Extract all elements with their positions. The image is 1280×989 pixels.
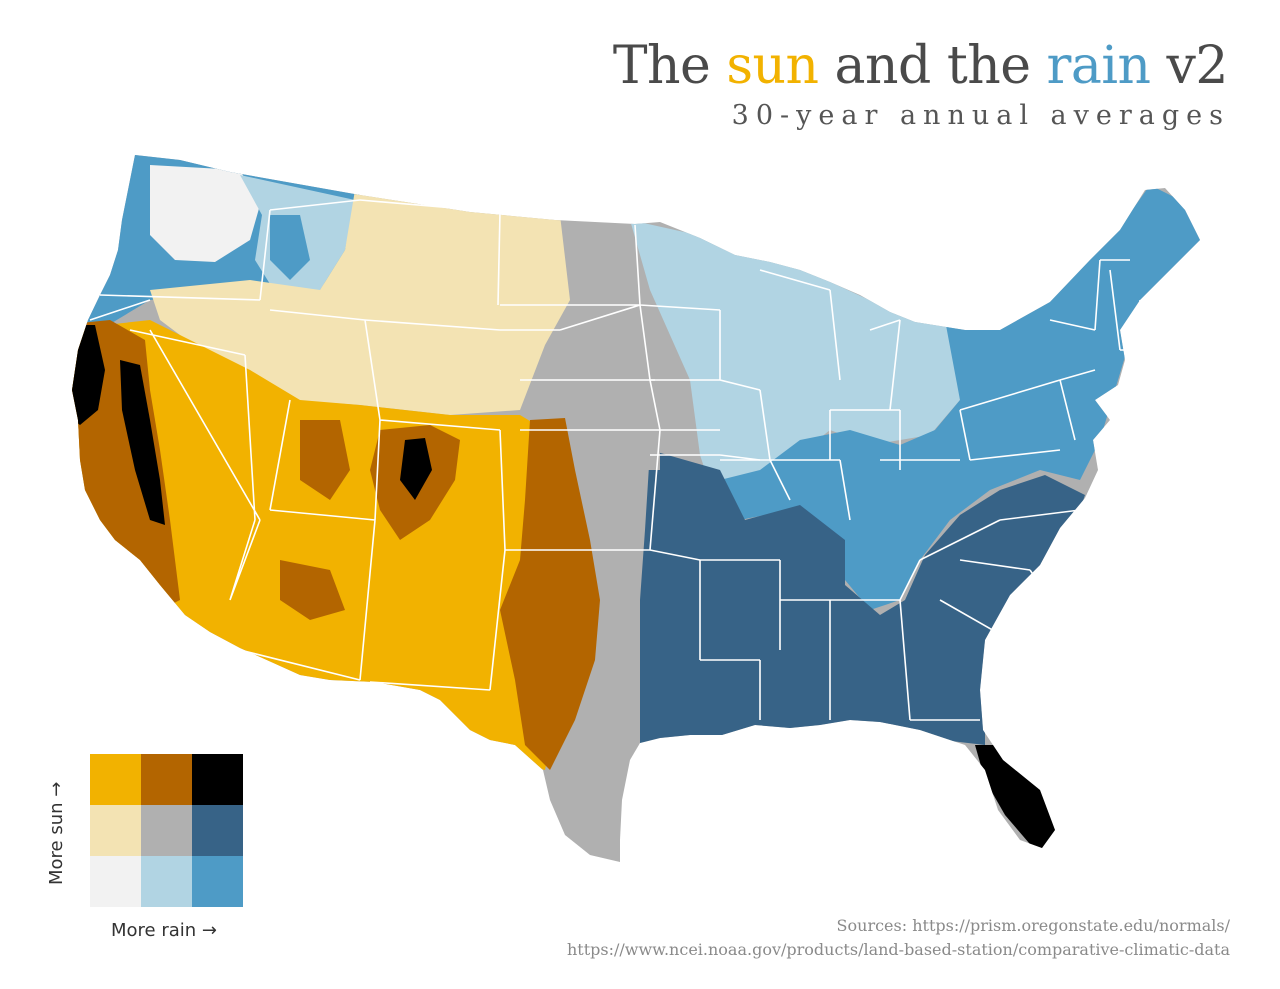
sources-line-1: Sources: https://prism.oregonstate.edu/n… — [836, 916, 1230, 935]
legend-cell-sun-3-rain-2 — [141, 754, 192, 805]
region-rockies-peaks — [400, 438, 432, 500]
title-part-1: The — [612, 36, 727, 96]
legend-cell-sun-2-rain-3 — [192, 805, 243, 856]
map-subtitle: 30-year annual averages — [731, 100, 1230, 131]
legend-y-axis-label: More sun → — [46, 781, 67, 885]
region-inland-northwest — [150, 165, 260, 262]
region-northern-plains — [150, 190, 570, 415]
region-arizona-highlands — [280, 560, 345, 620]
region-sierra-nevada — [120, 360, 165, 525]
region-mountain-wet — [270, 215, 310, 280]
region-utah-highlands — [300, 420, 350, 500]
region-northeast — [720, 185, 1200, 610]
title-rain-word: rain — [1046, 36, 1151, 96]
legend-cell-sun-3-rain-3 — [192, 754, 243, 805]
sources-note: Sources: https://prism.oregonstate.edu/n… — [567, 914, 1230, 962]
map-title: The sun and the rain v2 — [612, 36, 1229, 96]
legend-cell-sun-2-rain-2 — [141, 805, 192, 856]
bivariate-legend — [90, 754, 243, 907]
region-northern-california-coast — [72, 325, 105, 425]
state-borders — [89, 199, 1141, 721]
legend-cell-sun-2-rain-1 — [90, 805, 141, 856]
legend-x-axis-label: More rain → — [111, 920, 217, 941]
region-southern-plains — [500, 418, 600, 770]
legend-cell-sun-1-rain-3 — [192, 856, 243, 907]
title-part-2: and the — [818, 36, 1047, 96]
region-southwest — [72, 320, 590, 770]
legend-cell-sun-1-rain-2 — [141, 856, 192, 907]
title-sun-word: sun — [726, 36, 819, 96]
legend-cell-sun-1-rain-1 — [90, 856, 141, 907]
title-part-3: v2 — [1150, 36, 1229, 96]
sources-line-2: https://www.ncei.noaa.gov/products/land-… — [566, 940, 1230, 959]
legend-cell-sun-3-rain-1 — [90, 754, 141, 805]
